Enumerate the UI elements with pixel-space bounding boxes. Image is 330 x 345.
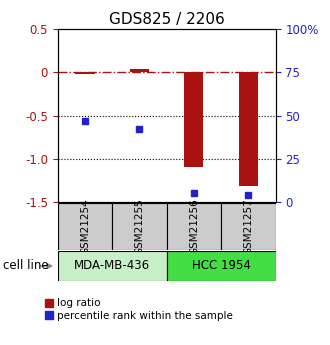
Text: GSM21254: GSM21254 [80, 198, 90, 255]
Bar [58, 203, 112, 250]
Title: GDS825 / 2206: GDS825 / 2206 [109, 12, 224, 27]
Bar [112, 203, 167, 250]
Bar [167, 203, 221, 250]
Bar [184, 72, 203, 167]
Text: MDA-MB-436: MDA-MB-436 [74, 259, 150, 273]
Text: GSM21255: GSM21255 [134, 198, 145, 255]
Text: HCC 1954: HCC 1954 [192, 259, 250, 273]
Bar [239, 72, 258, 186]
Bar [76, 72, 94, 74]
Bar [130, 69, 149, 72]
Legend: log ratio, percentile rank within the sample: log ratio, percentile rank within the sa… [45, 298, 233, 321]
Text: GSM21256: GSM21256 [189, 198, 199, 255]
Bar [58, 251, 167, 281]
Bar [167, 251, 276, 281]
Text: GSM21257: GSM21257 [243, 198, 253, 255]
Text: cell line: cell line [3, 259, 49, 273]
Bar [221, 203, 276, 250]
